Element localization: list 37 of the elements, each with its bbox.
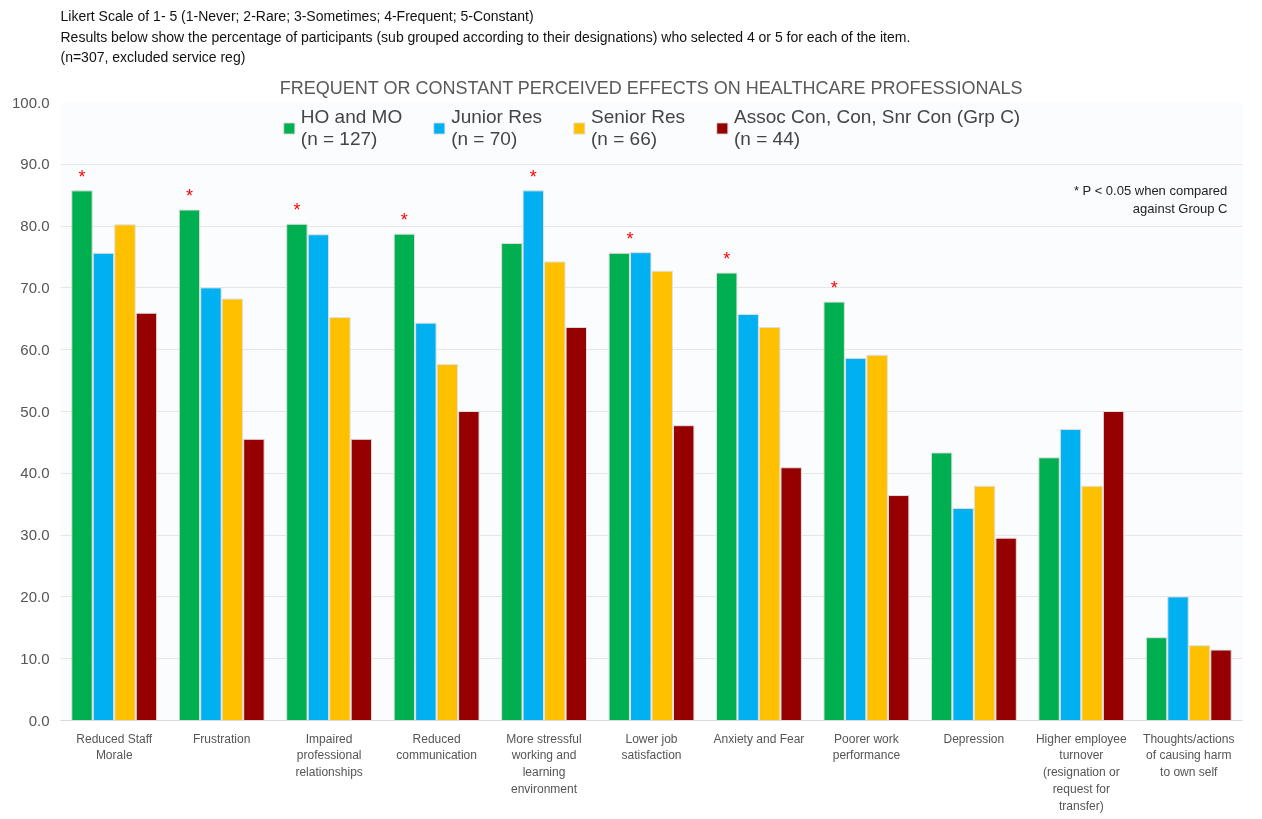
x-tick-label: Reduced Staff Morale [76, 731, 153, 763]
x-tick-label: Reduced communication [396, 731, 477, 763]
x-tick-label: Frustration [193, 731, 251, 746]
x-tick-label: Impaired professional relationships [295, 731, 363, 780]
annotation: * [723, 249, 731, 270]
annotation: * [830, 278, 838, 299]
annotation: * P < 0.05 when compared against Group C [1073, 182, 1228, 216]
legend-label: Assoc Con, Con, Snr Con (Grp C) (n = 44) [734, 106, 1021, 150]
x-tick-label: Poorer work performance [832, 731, 901, 763]
y-tick-label: 0.0 [28, 711, 50, 729]
legend-label: Senior Res (n = 66) [591, 106, 686, 150]
legend-label: Junior Res (n = 70) [451, 106, 543, 150]
y-tick-label: 90.0 [20, 155, 50, 173]
annotation: * [400, 210, 408, 231]
y-tick-label: 100.0 [11, 93, 50, 111]
y-tick-label: 40.0 [20, 464, 50, 482]
annotation: * [626, 228, 634, 249]
y-tick-label: 80.0 [20, 217, 50, 235]
annotation: * [293, 200, 301, 221]
annotation: * [185, 186, 193, 207]
x-tick-label: More stressful working and learning environment [506, 731, 582, 796]
y-tick-label: 10.0 [20, 649, 50, 667]
x-tick-label: Depression [943, 731, 1005, 746]
annotation: * [529, 166, 537, 187]
y-tick-label: 30.0 [20, 526, 50, 544]
y-tick-label: 70.0 [20, 278, 50, 296]
x-tick-label: Thoughts/actions of causing harm to own self [1143, 731, 1235, 780]
x-tick-label: Anxiety and Fear [713, 731, 805, 746]
chart-title: FREQUENT OR CONSTANT PERCEIVED EFFECTS ON HEALTHCARE PROFESSIONALS [279, 77, 1023, 98]
annotation: * [78, 166, 86, 187]
y-tick-label: 20.0 [20, 587, 50, 605]
y-tick-label: 50.0 [20, 402, 50, 420]
y-tick-label: 60.0 [20, 340, 50, 358]
x-tick-label: Higher employee turnover (resignation or request for transfer) [1035, 731, 1127, 813]
x-tick-label: Lower job satisfaction [621, 731, 682, 763]
legend-label: HO and MO (n = 127) [300, 106, 403, 150]
chart-subtitle: Likert Scale of 1- 5 (1-Never; 2-Rare; 3-Sometimes; 4-Frequent; 5-Constant) Results below show the percentage of participants (sub grouped according to their designations) who selected 4 or 5 for each of the item. (n=307, excluded service reg) [60, 7, 911, 66]
